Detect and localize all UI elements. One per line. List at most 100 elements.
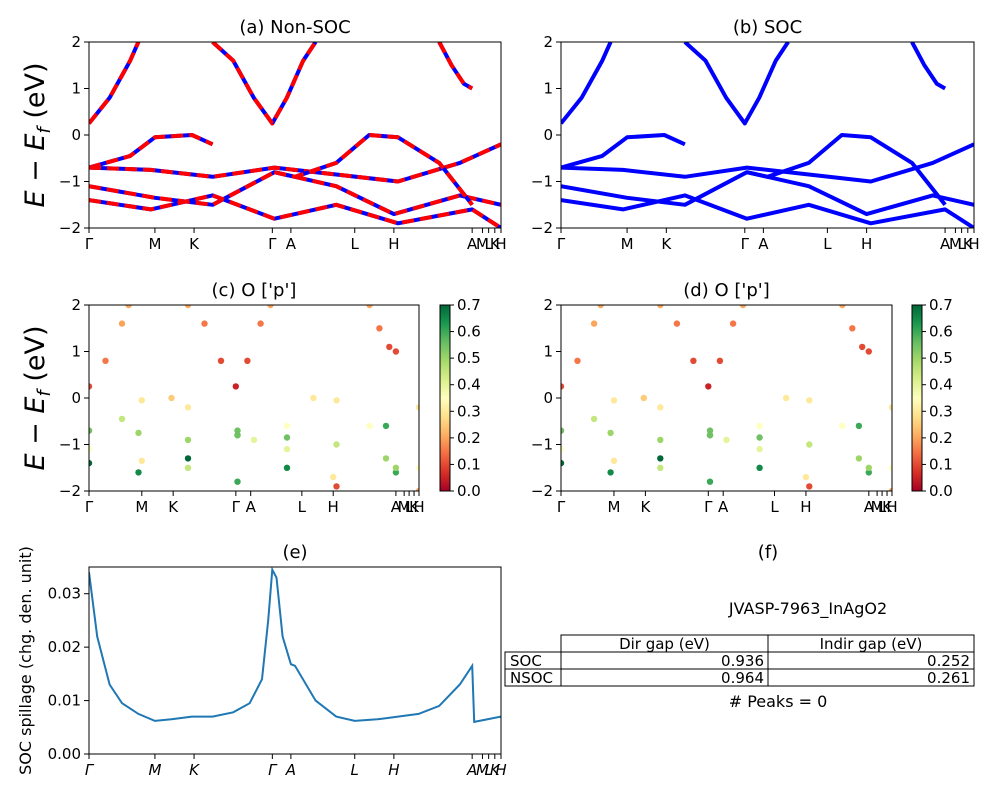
colorbar-tick-label: 0.2	[929, 429, 953, 447]
projection-point	[806, 397, 813, 404]
x-tick-label: K	[490, 235, 501, 253]
band-soc-line	[910, 42, 947, 91]
colorbar-tick-label: 0.3	[929, 402, 953, 420]
colorbar-tick-label: 0.6	[929, 323, 953, 341]
x-tick-label: A	[864, 498, 875, 516]
projection-point	[561, 459, 565, 467]
projection-point	[102, 357, 109, 364]
y-tick-label: −2	[59, 482, 81, 500]
band-nonsoc-line	[211, 42, 318, 126]
panel-title: (f)	[758, 542, 778, 563]
y-axis-label-main: E − E	[20, 134, 51, 208]
x-tick-label: H	[413, 498, 424, 516]
projection-point	[705, 383, 712, 390]
x-tick-label: K	[963, 235, 974, 253]
colorbar-tick-label: 0.0	[929, 482, 953, 500]
projection-point	[217, 357, 225, 364]
projection-point	[782, 394, 790, 402]
x-tick-label: M	[398, 498, 411, 516]
projection-point	[723, 436, 730, 444]
panel-title: (b) SOC	[733, 17, 802, 38]
projection-point	[756, 422, 763, 430]
projection-point	[184, 436, 192, 444]
x-tick-label: M	[476, 761, 489, 779]
panel-f: (f) JVASP-7963_InAgO2 Dir gap (eV) Indir ga…	[504, 542, 975, 711]
colorbar-tick-label: 0.7	[929, 296, 953, 314]
projection-point	[657, 436, 664, 444]
band-nonsoc-line	[89, 133, 214, 170]
y-tick-label: −1	[531, 173, 553, 191]
projection-point	[806, 483, 813, 490]
projection-point	[184, 455, 192, 462]
projection-point	[283, 422, 291, 430]
plot-frame	[560, 304, 893, 492]
plot-area-a	[89, 42, 501, 228]
y-tick-label: 0	[543, 126, 553, 144]
y-axis-label-main: E − E	[20, 397, 51, 471]
y-tick-label: −1	[531, 436, 553, 454]
projection-point	[376, 325, 383, 332]
projection-point	[257, 320, 264, 327]
y-tick-label: 2	[71, 296, 81, 314]
projection-point	[234, 427, 241, 434]
projection-point	[888, 487, 892, 491]
band-nonsoc-line	[89, 193, 501, 228]
projection-point	[607, 469, 614, 476]
projection-point	[138, 457, 145, 464]
projection-point	[561, 445, 565, 453]
band-nonsoc-line	[89, 42, 141, 125]
projection-point	[756, 464, 763, 471]
x-tick-label: H	[495, 235, 506, 253]
band-soc-line	[561, 133, 686, 170]
table-cell-indir: 0.252	[927, 652, 970, 670]
projection-point	[184, 464, 192, 471]
projection-point	[250, 436, 258, 444]
band-nonsoc-line	[89, 170, 501, 217]
projection-point	[849, 325, 856, 332]
band-soc-line	[561, 42, 613, 125]
colorbar-gradient	[911, 304, 923, 492]
x-tick-label: K	[189, 761, 200, 779]
x-tick-label: A	[467, 235, 478, 253]
projection-point	[716, 357, 724, 364]
projection-point	[561, 427, 565, 434]
projection-point	[574, 357, 581, 364]
projection-point	[888, 404, 892, 411]
projection-point	[640, 394, 647, 402]
x-tick-label: H	[495, 761, 506, 779]
x-tick-label: Γ	[232, 498, 241, 516]
projection-point	[89, 427, 93, 434]
y-tick-label: 2	[543, 33, 553, 51]
projection-point	[865, 348, 872, 355]
projection-point	[138, 397, 145, 404]
projection-point	[135, 429, 142, 437]
projection-point	[673, 320, 681, 327]
projection-point	[168, 394, 175, 402]
x-tick-label: K	[409, 498, 420, 516]
projection-point	[859, 343, 866, 351]
x-tick-label: Γ	[268, 761, 278, 779]
projection-point	[839, 422, 846, 430]
projection-point	[839, 305, 846, 309]
spillage-y-axis-label: SOC spillage (chg. den. unit)	[16, 546, 35, 775]
plot-frame	[560, 41, 975, 229]
projection-point	[234, 432, 241, 439]
colorbar-tick-label: 0.3	[457, 402, 481, 420]
projection-point	[118, 320, 126, 327]
y-axis-label-sub: f	[34, 388, 55, 397]
x-tick-label: L	[484, 761, 492, 779]
band-nonsoc-line	[437, 42, 474, 91]
band-nonsoc-line	[273, 133, 474, 207]
table-header-indir: Indir gap (eV)	[820, 635, 923, 653]
plot-area-d	[561, 305, 892, 491]
x-tick-label: M	[476, 235, 489, 253]
projection-point	[125, 305, 132, 309]
y-tick-label: 0	[71, 126, 81, 144]
colorbar-tick-label: 0.4	[929, 376, 953, 394]
projection-point	[597, 305, 604, 309]
projection-point	[382, 422, 390, 430]
y-tick-label: −1	[59, 173, 81, 191]
projection-point	[392, 469, 400, 476]
plot-frame	[88, 304, 420, 492]
